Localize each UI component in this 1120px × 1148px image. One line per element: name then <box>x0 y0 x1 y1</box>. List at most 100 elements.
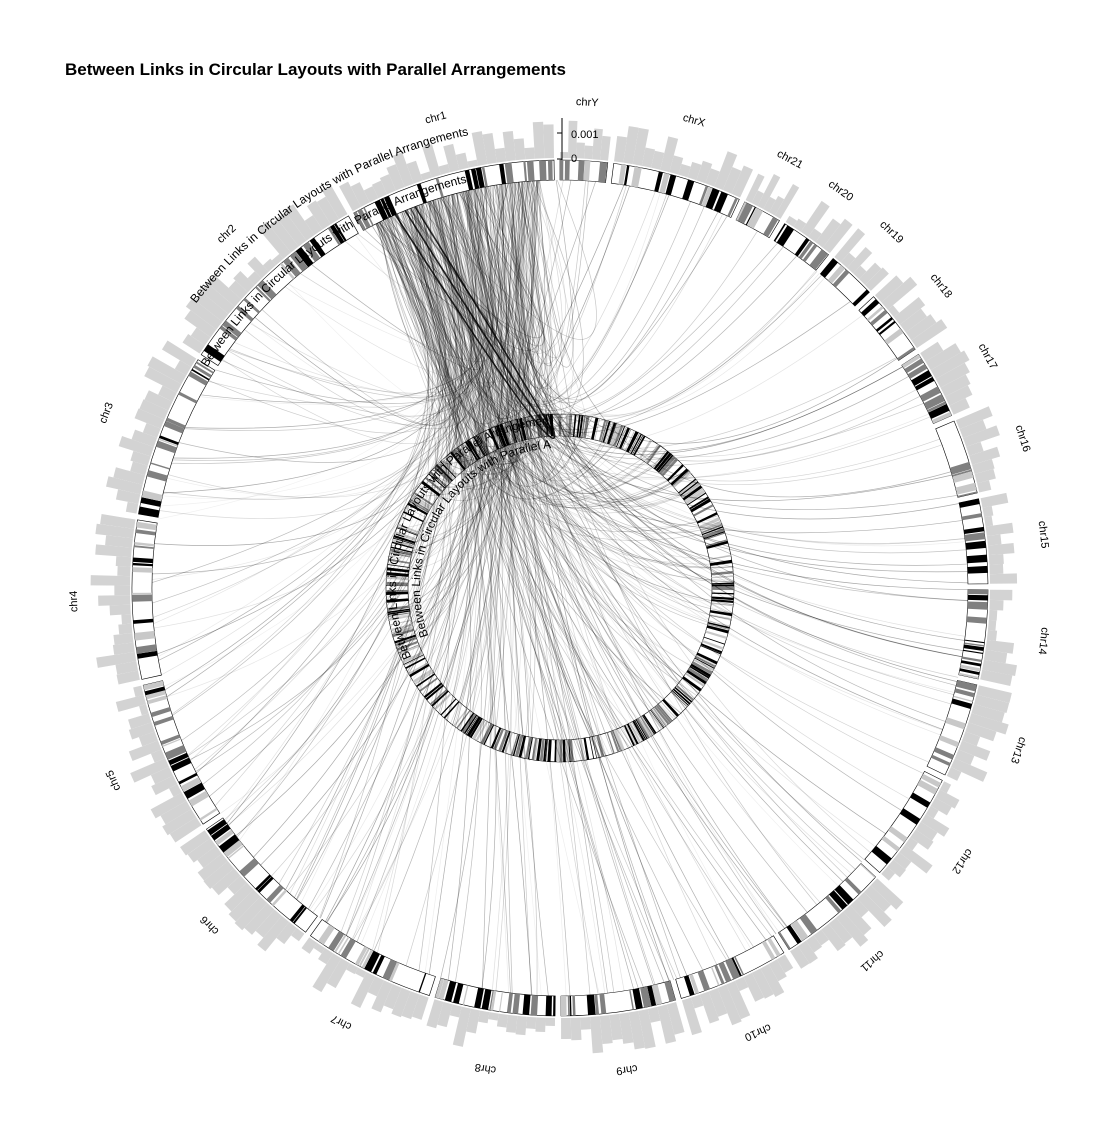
ideogram-band <box>135 529 156 536</box>
link-highlight <box>394 214 556 440</box>
ideogram-band <box>560 160 564 181</box>
ideogram-band <box>211 824 231 841</box>
link <box>382 220 734 569</box>
ideogram-band <box>799 914 818 935</box>
chromosome-label-chr3: chr3 <box>97 401 116 425</box>
ideogram-band <box>917 779 938 795</box>
link <box>401 211 691 510</box>
histogram-bar <box>355 967 367 978</box>
link <box>172 223 429 716</box>
link <box>463 191 677 719</box>
histogram-bar <box>660 136 679 173</box>
histogram-bar <box>134 408 165 429</box>
link <box>483 187 820 416</box>
inner-band <box>638 439 653 460</box>
histogram-bar <box>115 694 146 712</box>
inner-band <box>711 584 734 587</box>
link <box>167 181 526 498</box>
histogram-bar <box>969 446 1001 465</box>
histogram-bar <box>203 861 235 890</box>
link <box>403 211 968 573</box>
inner-band <box>613 425 624 447</box>
link <box>162 182 527 500</box>
ideogram-band <box>659 172 670 194</box>
histogram-bar <box>935 362 970 388</box>
link <box>152 197 473 618</box>
histogram-bar <box>98 595 131 606</box>
histogram-bar <box>708 988 728 1017</box>
histogram-bar <box>946 767 962 781</box>
link <box>452 194 497 746</box>
histogram-bar <box>371 980 393 1013</box>
inner-band <box>635 719 648 739</box>
link <box>387 217 635 990</box>
ideogram-band <box>938 735 960 748</box>
histogram-bar <box>321 184 348 220</box>
inner-band <box>650 709 665 728</box>
link <box>157 186 502 658</box>
link <box>387 191 514 561</box>
ideogram-band <box>697 970 711 991</box>
link <box>490 184 694 507</box>
inner-band <box>423 682 443 699</box>
inner-band <box>461 713 476 733</box>
inner-band <box>675 685 694 701</box>
inner-band <box>634 720 647 740</box>
inner-band <box>711 570 734 576</box>
link <box>388 217 876 848</box>
ideogram-band <box>490 990 497 1011</box>
link <box>171 192 494 464</box>
ideogram-band <box>928 403 950 419</box>
inner-band <box>404 655 425 666</box>
histogram-bar <box>681 997 702 1036</box>
histogram-bar <box>383 984 402 1010</box>
ideogram-band <box>134 630 156 641</box>
inner-band <box>642 715 655 735</box>
link <box>375 223 538 996</box>
ideogram-band <box>967 565 988 574</box>
chromosome-labels: chrYchrXchr21chr20chr19chr18chr17chr16ch… <box>68 96 1051 1077</box>
histogram-bar <box>745 173 765 204</box>
inner-band <box>478 433 490 454</box>
histogram-bar <box>545 1017 556 1026</box>
link <box>526 181 871 853</box>
inner-band <box>709 614 732 619</box>
histogram-bar <box>228 280 248 300</box>
inner-band <box>703 531 725 540</box>
link <box>382 220 472 721</box>
link <box>390 216 767 941</box>
link <box>244 188 496 430</box>
link-track <box>151 179 969 996</box>
link <box>163 220 441 500</box>
inner-band <box>657 703 673 722</box>
link <box>515 182 693 503</box>
histogram-bar <box>699 991 720 1024</box>
link <box>376 223 747 952</box>
ideogram-band <box>683 975 695 996</box>
link <box>437 198 605 758</box>
link <box>512 182 536 761</box>
inner-band <box>409 498 430 512</box>
inner-band <box>476 434 489 455</box>
link <box>375 223 662 500</box>
link <box>493 181 523 750</box>
ideogram-band <box>178 772 198 785</box>
histogram-bar <box>950 758 988 782</box>
link <box>195 201 462 772</box>
inner-band <box>388 613 411 619</box>
link <box>391 191 530 360</box>
histogram-bar <box>974 694 1010 714</box>
ideogram-band <box>881 835 901 852</box>
link <box>386 181 535 613</box>
inner-band <box>504 731 513 754</box>
link <box>160 222 442 507</box>
inner-band <box>402 651 424 664</box>
link <box>324 193 480 922</box>
link <box>406 190 539 353</box>
link <box>351 181 533 940</box>
histogram-bar <box>258 221 291 259</box>
link <box>430 185 540 475</box>
inner-band <box>648 710 663 730</box>
link <box>399 212 817 418</box>
